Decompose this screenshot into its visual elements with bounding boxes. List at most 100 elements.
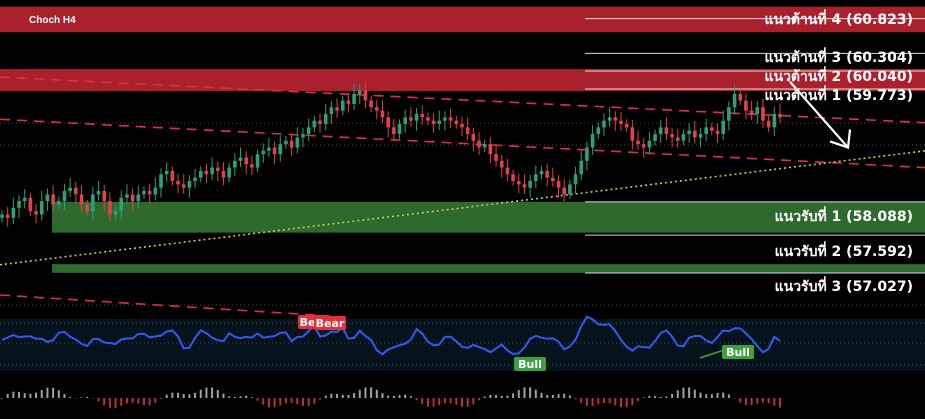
histogram-bar [557, 393, 560, 398]
candle-body [323, 113, 328, 125]
histogram-bar [307, 398, 310, 407]
candle-body [658, 127, 663, 135]
histogram-bar [517, 389, 520, 398]
candle-body [539, 170, 544, 175]
candle-body [204, 170, 209, 175]
candle-body [721, 120, 726, 135]
histogram-bar [57, 390, 60, 398]
trendline-layer [0, 76, 925, 317]
candle-body [91, 194, 95, 212]
signal-tag-layer: BearBearBullBull [298, 315, 754, 371]
candle-body [0, 214, 4, 218]
candle-body [113, 211, 118, 215]
candle-body [573, 174, 578, 185]
candle-body [306, 127, 311, 135]
candle-body [613, 117, 618, 121]
candle-body [136, 194, 141, 202]
histogram-bar [205, 387, 208, 398]
candle-body [727, 107, 731, 121]
histogram-bar [199, 389, 202, 398]
arrow-shaft [789, 81, 849, 149]
candle-body [380, 110, 385, 118]
resistance-1-label: แนวต้านที่ 1 (59.773) [764, 85, 913, 104]
candle-body [647, 140, 652, 148]
candle-body [170, 170, 175, 181]
histogram-bar [188, 394, 191, 398]
candle-body [460, 124, 464, 128]
candle-body [528, 180, 532, 188]
histogram-bar [460, 398, 463, 407]
histogram-bar [353, 393, 356, 398]
candle-body [744, 100, 748, 111]
histogram-bar [756, 398, 759, 404]
candle-body [693, 130, 697, 138]
candle-body [630, 127, 635, 141]
candle-body [102, 191, 107, 202]
histogram-bar [177, 392, 180, 398]
candle-body [681, 134, 686, 141]
histogram-bar [142, 398, 145, 406]
candle-body [477, 140, 481, 148]
candle-body [590, 134, 595, 148]
candle-body [238, 157, 243, 161]
histogram-bar [722, 392, 725, 398]
candle-body [45, 194, 50, 202]
candle-body [698, 134, 703, 138]
candle-body [448, 117, 453, 121]
histogram-bar [324, 395, 327, 398]
histogram-bar [336, 393, 339, 398]
candle-body [187, 180, 192, 188]
histogram-bar [103, 398, 106, 406]
histogram-bar [483, 396, 486, 398]
candle-body [551, 177, 555, 181]
histogram-bar [131, 398, 134, 403]
histogram-bar [97, 398, 100, 402]
histogram-bar [671, 393, 674, 398]
histogram-bar [228, 396, 231, 398]
histogram-bar [23, 393, 26, 398]
histogram-layer [1, 387, 781, 408]
histogram-bar [625, 398, 628, 408]
symbol-timeframe: Choch H4 [29, 15, 76, 26]
histogram-bar [676, 390, 679, 398]
histogram-bar [659, 396, 662, 398]
histogram-bar [614, 398, 617, 406]
support-2-label: แนวรับที่ 2 (57.592) [775, 241, 913, 260]
candle-body [119, 197, 124, 212]
histogram-bar [194, 392, 197, 398]
candle-body [602, 120, 606, 128]
histogram-bar [455, 398, 458, 405]
candle-body [34, 211, 38, 215]
histogram-bar [404, 394, 407, 398]
candle-body [244, 157, 249, 165]
histogram-bar [375, 389, 378, 398]
resistance-3-label: แนวต้านที่ 3 (60.304) [764, 47, 913, 66]
arrow-head [829, 129, 852, 149]
histogram-bar [597, 398, 600, 405]
candle-body [579, 160, 584, 175]
signal-tag-label: Bull [726, 346, 750, 359]
candle-body [386, 117, 390, 128]
candle-body [198, 170, 203, 178]
histogram-bar [767, 398, 770, 404]
candle-body [164, 170, 169, 175]
candle-body [278, 144, 283, 155]
candle-body [488, 144, 493, 155]
histogram-bar [182, 394, 185, 398]
histogram-bar [568, 395, 571, 398]
histogram-bar [563, 393, 566, 398]
candle-body [221, 170, 226, 178]
histogram-bar [426, 398, 429, 407]
candle-body [511, 174, 515, 181]
candle-body [318, 120, 322, 125]
histogram-bar [421, 398, 424, 405]
histogram-bar [506, 395, 509, 398]
histogram-bar [91, 398, 94, 399]
histogram-bar [370, 387, 373, 398]
candle-body [749, 110, 754, 114]
candle-body [289, 140, 294, 148]
candle-body [738, 93, 743, 101]
candle-body [250, 164, 254, 168]
histogram-bar [654, 396, 657, 398]
